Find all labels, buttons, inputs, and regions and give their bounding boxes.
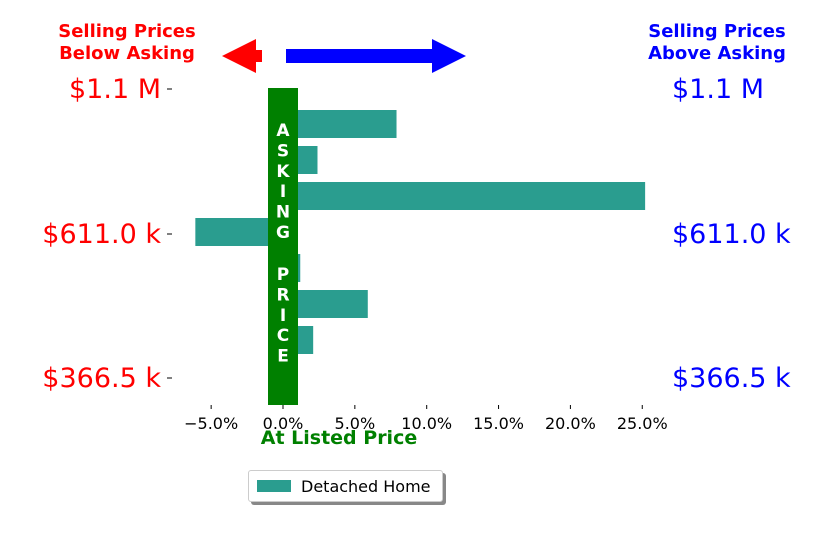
asking-price-bar [268,88,298,405]
right-arrow-icon [286,39,466,73]
bar [283,182,646,210]
asking-letter: C [277,326,289,346]
asking-letter: I [280,182,286,202]
asking-letter: K [276,162,290,182]
y-tick-label-left: $611.0 k [42,219,161,250]
right-title-line1: Selling Prices [648,21,786,42]
y-tick-label-right: $366.5 k [672,363,791,394]
left-arrow-icon [222,39,262,73]
x-tick-label: 5.0% [335,414,376,433]
asking-letter: N [276,203,290,223]
y-tick-label-left: $1.1 M [69,74,161,105]
asking-letter: P [277,265,289,285]
left-title-line1: Selling Prices [58,21,196,42]
x-tick-label: 0.0% [263,414,304,433]
bar [283,110,397,138]
x-tick-label: 15.0% [473,414,524,433]
asking-letter: R [276,285,289,305]
x-tick-label: 25.0% [617,414,668,433]
right-title: Selling Prices Above Asking [642,21,792,65]
left-title-line2: Below Asking [59,43,195,64]
asking-letter: I [280,306,286,326]
legend-label: Detached Home [301,476,431,496]
right-title-line2: Above Asking [648,43,786,64]
axis-ticks: −5.0% 0.0% 5.0% 10.0% 15.0% 20.0% 25.0% $1.1 M $… [42,74,791,433]
x-axis-label: At Listed Price [261,427,417,449]
asking-letter: S [277,141,289,161]
left-title: Selling Prices Below Asking [52,21,202,65]
y-tick-label-right: $611.0 k [672,219,791,250]
asking-letter: E [277,347,289,367]
bars [195,110,646,354]
x-tick-label: 20.0% [545,414,596,433]
y-tick-label-right: $1.1 M [672,74,764,105]
y-tick-label-left: $366.5 k [42,363,161,394]
legend: Detached Home [248,470,443,502]
x-tick-label: −5.0% [184,414,238,433]
asking-letter: A [276,121,290,141]
asking-letter: G [276,223,290,243]
x-tick-label: 10.0% [401,414,452,433]
legend-swatch [257,480,291,492]
